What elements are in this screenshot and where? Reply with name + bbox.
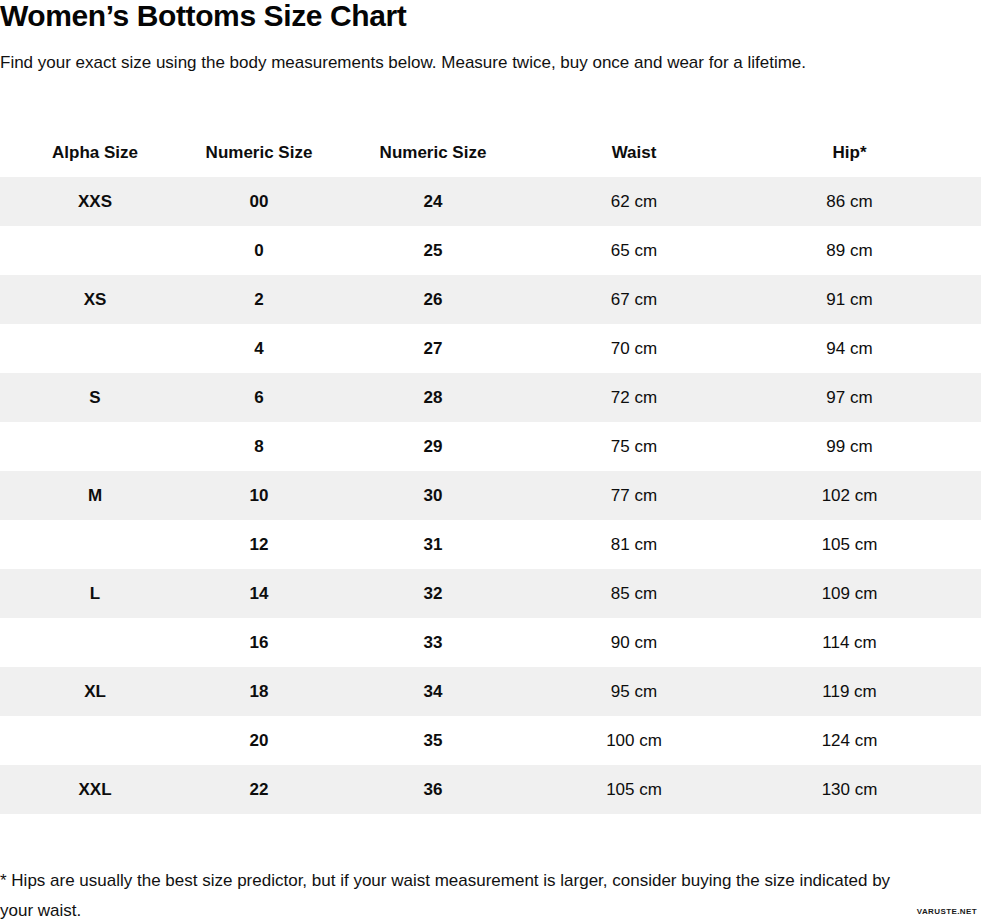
table-cell: 36 (328, 765, 538, 814)
page-subtitle: Find your exact size using the body meas… (0, 51, 981, 75)
table-cell: 90 cm (538, 618, 730, 667)
page-title: Women’s Bottoms Size Chart (0, 0, 981, 32)
table-row: S62872 cm97 cm (0, 373, 981, 422)
table-cell: 27 (328, 324, 538, 373)
table-cell: 85 cm (538, 569, 730, 618)
table-cell: 77 cm (538, 471, 730, 520)
table-cell (0, 226, 190, 275)
table-row: XL183495 cm119 cm (0, 667, 981, 716)
table-cell: 119 cm (730, 667, 981, 716)
table-cell: 4 (190, 324, 328, 373)
table-cell: 89 cm (730, 226, 981, 275)
table-cell: XXS (0, 177, 190, 226)
table-cell: 29 (328, 422, 538, 471)
table-cell: 18 (190, 667, 328, 716)
table-cell: 10 (190, 471, 328, 520)
table-cell: 2 (190, 275, 328, 324)
table-cell: 70 cm (538, 324, 730, 373)
table-cell: XL (0, 667, 190, 716)
table-row: 82975 cm99 cm (0, 422, 981, 471)
table-row: 02565 cm89 cm (0, 226, 981, 275)
table-cell: 65 cm (538, 226, 730, 275)
table-row: 163390 cm114 cm (0, 618, 981, 667)
table-cell: 31 (328, 520, 538, 569)
table-body: XXS002462 cm86 cm02565 cm89 cmXS22667 cm… (0, 177, 981, 814)
table-cell: 33 (328, 618, 538, 667)
table-cell: 100 cm (538, 716, 730, 765)
table-cell: 99 cm (730, 422, 981, 471)
column-header: Numeric Size (328, 128, 538, 177)
table-cell: 67 cm (538, 275, 730, 324)
table-cell: 12 (190, 520, 328, 569)
table-cell: 109 cm (730, 569, 981, 618)
table-row: XXL2236105 cm130 cm (0, 765, 981, 814)
table-cell: 62 cm (538, 177, 730, 226)
table-row: 123181 cm105 cm (0, 520, 981, 569)
table-row: 2035100 cm124 cm (0, 716, 981, 765)
watermark: VARUSTE.NET (917, 907, 977, 916)
table-row: 42770 cm94 cm (0, 324, 981, 373)
footnote: * Hips are usually the best size predict… (0, 866, 918, 920)
table-cell (0, 422, 190, 471)
table-cell: 00 (190, 177, 328, 226)
table-cell: 130 cm (730, 765, 981, 814)
table-cell: M (0, 471, 190, 520)
table-cell: 81 cm (538, 520, 730, 569)
table-cell: 105 cm (730, 520, 981, 569)
table-cell: 8 (190, 422, 328, 471)
table-cell (0, 618, 190, 667)
table-cell: 35 (328, 716, 538, 765)
table-header: Alpha SizeNumeric SizeNumeric SizeWaistH… (0, 128, 981, 177)
column-header: Waist (538, 128, 730, 177)
column-header: Alpha Size (0, 128, 190, 177)
table-cell: S (0, 373, 190, 422)
table-cell: 22 (190, 765, 328, 814)
table-cell: 86 cm (730, 177, 981, 226)
table-cell: 105 cm (538, 765, 730, 814)
column-header: Numeric Size (190, 128, 328, 177)
table-cell: 94 cm (730, 324, 981, 373)
table-cell: 30 (328, 471, 538, 520)
table-cell: 24 (328, 177, 538, 226)
table-cell: 72 cm (538, 373, 730, 422)
table-cell: L (0, 569, 190, 618)
column-header: Hip* (730, 128, 981, 177)
table-cell: 75 cm (538, 422, 730, 471)
size-chart-table: Alpha SizeNumeric SizeNumeric SizeWaistH… (0, 128, 981, 814)
table-cell: 25 (328, 226, 538, 275)
table-cell: 0 (190, 226, 328, 275)
table-cell: 26 (328, 275, 538, 324)
table-cell (0, 520, 190, 569)
table-cell: 102 cm (730, 471, 981, 520)
table-cell: 28 (328, 373, 538, 422)
table-cell: 124 cm (730, 716, 981, 765)
table-row: M103077 cm102 cm (0, 471, 981, 520)
table-row: XXS002462 cm86 cm (0, 177, 981, 226)
table-cell (0, 324, 190, 373)
table-cell: 6 (190, 373, 328, 422)
table-cell: 91 cm (730, 275, 981, 324)
table-cell: 95 cm (538, 667, 730, 716)
table-cell: 14 (190, 569, 328, 618)
table-cell: XXL (0, 765, 190, 814)
header-row: Alpha SizeNumeric SizeNumeric SizeWaistH… (0, 128, 981, 177)
table-cell: 20 (190, 716, 328, 765)
table-cell: XS (0, 275, 190, 324)
table-cell (0, 716, 190, 765)
table-cell: 97 cm (730, 373, 981, 422)
size-chart-page: Women’s Bottoms Size Chart Find your exa… (0, 0, 981, 920)
table-cell: 32 (328, 569, 538, 618)
table-row: L143285 cm109 cm (0, 569, 981, 618)
table-cell: 114 cm (730, 618, 981, 667)
table-row: XS22667 cm91 cm (0, 275, 981, 324)
table-cell: 34 (328, 667, 538, 716)
table-cell: 16 (190, 618, 328, 667)
